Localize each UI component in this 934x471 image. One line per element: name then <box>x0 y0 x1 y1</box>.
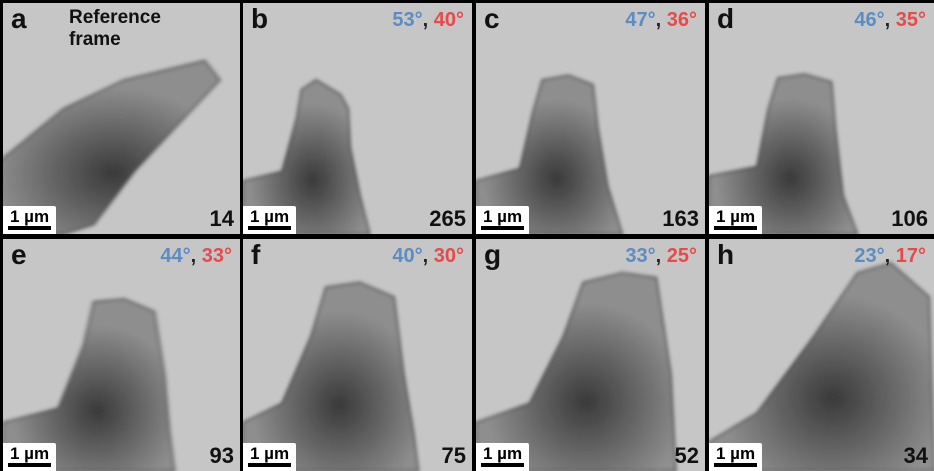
angle-text: , <box>656 245 667 267</box>
angle-text: 33° <box>202 245 232 267</box>
micrograph <box>709 239 934 471</box>
frame-count: 75 <box>442 443 466 469</box>
angle-text: , <box>191 245 202 267</box>
panel-letter: c <box>484 3 500 35</box>
angle-text: 33° <box>625 245 655 267</box>
panel-letter: g <box>484 239 501 271</box>
scale-label: 1 µm <box>481 208 524 230</box>
scale-label: 1 µm <box>248 208 291 230</box>
scale-label: 1 µm <box>714 445 757 467</box>
panel-letter: h <box>717 239 734 271</box>
angles: 46°, 35° <box>854 9 926 32</box>
scale-bar: 1 µm <box>709 443 762 471</box>
angle-text: , <box>423 245 434 267</box>
panel-letter: d <box>717 3 734 35</box>
panel-letter: a <box>11 3 27 35</box>
scale-label: 1 µm <box>481 445 524 467</box>
figure: a Referenceframe 1 µm 14 b 53°, 40° 1 µm 265 c 47… <box>0 0 934 471</box>
frame-count: 93 <box>210 443 234 469</box>
angles: 33°, 25° <box>625 245 697 268</box>
caption-line: Reference <box>69 7 161 29</box>
angles: 47°, 36° <box>625 9 697 32</box>
frame-count: 265 <box>429 206 466 232</box>
caption-line: frame <box>69 29 161 51</box>
frame-count: 14 <box>210 206 234 232</box>
panel: f 40°, 30° 1 µm 75 <box>243 239 472 471</box>
angle-text: 53° <box>392 9 422 31</box>
scale-bar: 1 µm <box>243 443 296 471</box>
angles: 44°, 33° <box>160 245 232 268</box>
panel-letter: b <box>251 3 268 35</box>
panel: g 33°, 25° 1 µm 52 <box>476 239 705 471</box>
scale-label: 1 µm <box>8 445 51 467</box>
scale-bar: 1 µm <box>3 206 56 234</box>
panel: c 47°, 36° 1 µm 163 <box>476 3 705 234</box>
scale-label: 1 µm <box>248 445 291 467</box>
scale-bar: 1 µm <box>709 206 762 234</box>
panel: b 53°, 40° 1 µm 265 <box>243 3 472 234</box>
angle-text: 36° <box>667 9 697 31</box>
panel-letter: e <box>11 239 27 271</box>
angle-text: , <box>885 245 896 267</box>
angle-text: 35° <box>896 9 926 31</box>
micrograph <box>3 239 240 471</box>
panel: d 46°, 35° 1 µm 106 <box>709 3 934 234</box>
scale-bar: 1 µm <box>3 443 56 471</box>
panel: h 23°, 17° 1 µm 34 <box>709 239 934 471</box>
angles: 23°, 17° <box>854 245 926 268</box>
frame-count: 34 <box>904 443 928 469</box>
angle-text: 40° <box>392 245 422 267</box>
micrograph <box>243 239 472 471</box>
angles: 53°, 40° <box>392 9 464 32</box>
micrograph <box>709 3 934 234</box>
angle-text: , <box>885 9 896 31</box>
scale-bar: 1 µm <box>476 206 529 234</box>
panel: e 44°, 33° 1 µm 93 <box>3 239 240 471</box>
angle-text: 17° <box>896 245 926 267</box>
angle-text: 44° <box>160 245 190 267</box>
scale-bar: 1 µm <box>476 443 529 471</box>
angle-text: 23° <box>854 245 884 267</box>
angle-text: , <box>423 9 434 31</box>
scale-label: 1 µm <box>714 208 757 230</box>
frame-count: 163 <box>662 206 699 232</box>
micrograph <box>476 3 705 234</box>
micrograph <box>476 239 705 471</box>
angle-text: 40° <box>434 9 464 31</box>
angle-text: 25° <box>667 245 697 267</box>
panel-letter: f <box>251 239 260 271</box>
frame-count: 52 <box>675 443 699 469</box>
scale-bar: 1 µm <box>243 206 296 234</box>
angles: 40°, 30° <box>392 245 464 268</box>
angle-text: 46° <box>854 9 884 31</box>
angle-text: , <box>656 9 667 31</box>
angle-text: 30° <box>434 245 464 267</box>
angle-text: 47° <box>625 9 655 31</box>
frame-count: 106 <box>891 206 928 232</box>
micrograph <box>243 3 472 234</box>
scale-label: 1 µm <box>8 208 51 230</box>
